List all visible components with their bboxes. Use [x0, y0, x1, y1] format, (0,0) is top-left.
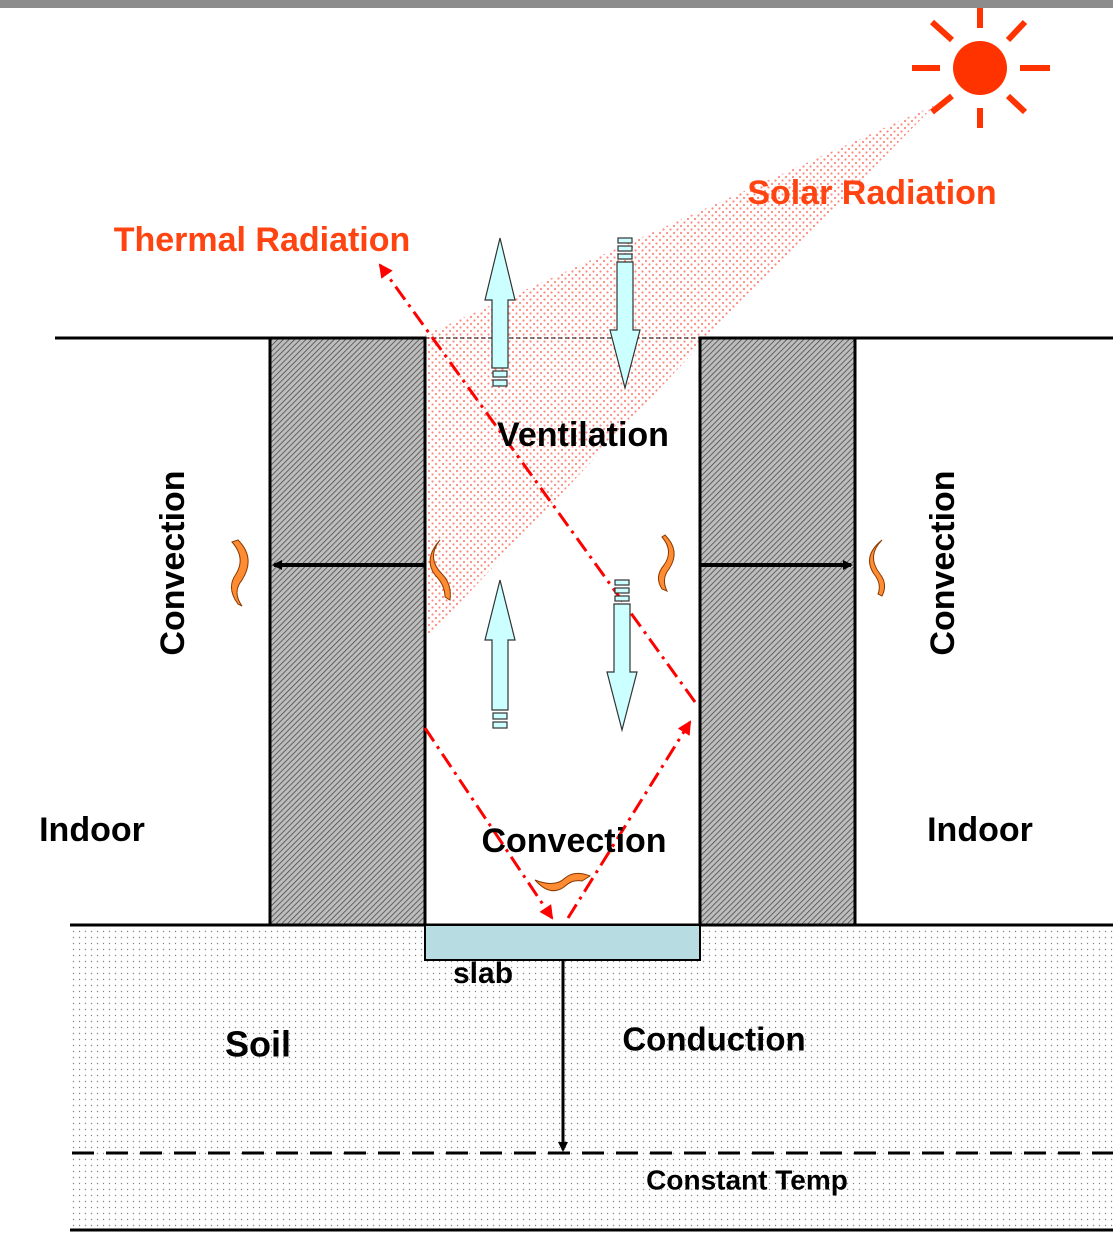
conduction-label: Conduction: [622, 1021, 805, 1058]
solar-beam: [425, 105, 935, 640]
ventilation-arrows: [484, 237, 641, 733]
ventilation-label: Ventilation: [497, 416, 669, 454]
thermal-rays: [378, 263, 697, 920]
indoor-label: Indoor: [927, 811, 1033, 849]
convection-label: Convection: [154, 470, 192, 655]
convection-curls: [231, 534, 886, 892]
right-wall: [698, 336, 857, 927]
solar-label: Solar Radiation: [747, 174, 996, 212]
soil-area: [72, 925, 1113, 1230]
indoor-label: Indoor: [39, 811, 145, 849]
slab-label: slab: [453, 957, 513, 990]
convection-label: Convection: [481, 822, 666, 860]
soil-label: Soil: [225, 1024, 291, 1065]
thermal-label: Thermal Radiation: [114, 221, 411, 259]
sun: [912, 8, 1050, 128]
convection-label: Convection: [924, 470, 962, 655]
top-bar: [0, 0, 1113, 8]
constant-temp-label: Constant Temp: [646, 1164, 848, 1195]
left-wall: [268, 336, 427, 927]
slab: [424, 924, 701, 961]
